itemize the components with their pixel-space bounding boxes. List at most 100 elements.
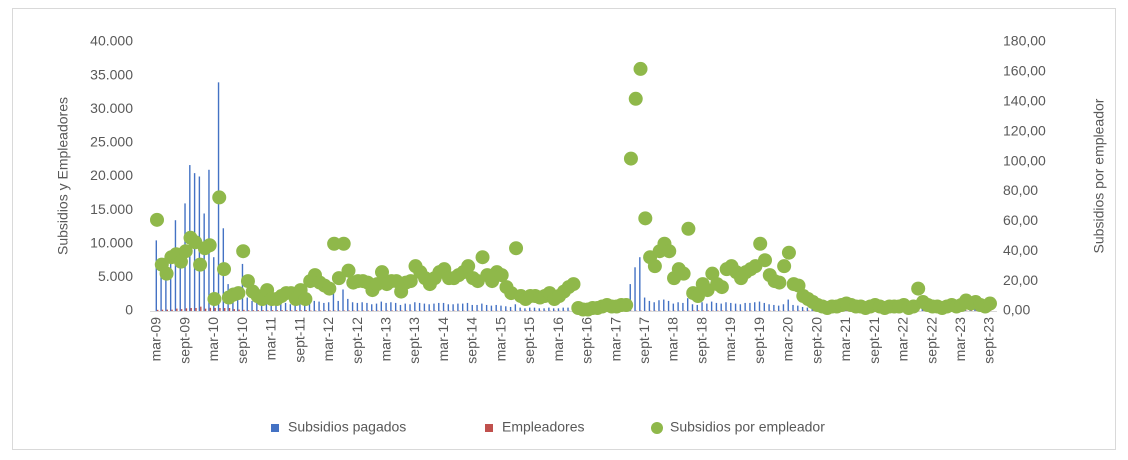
y2-tick-label: 0,00 xyxy=(1003,302,1030,318)
x-tick-label: sept-09 xyxy=(176,317,192,364)
bar xyxy=(707,310,709,311)
x-tick-label: sept-14 xyxy=(464,317,480,364)
bar xyxy=(543,308,545,311)
y-tick-label: 5.000 xyxy=(98,268,133,284)
scatter-point xyxy=(676,266,691,281)
bar xyxy=(332,290,335,311)
bar xyxy=(423,303,426,311)
bar xyxy=(639,257,641,311)
x-tick-label: mar-17 xyxy=(607,317,623,362)
bar xyxy=(739,304,742,311)
bar xyxy=(538,308,540,311)
y2-tick-label: 180,00 xyxy=(1003,33,1046,49)
bar xyxy=(347,298,349,311)
bar xyxy=(701,302,703,311)
x-tick-label: sept-21 xyxy=(866,317,882,364)
bar xyxy=(485,304,488,311)
bar xyxy=(281,310,283,311)
bar xyxy=(777,305,780,311)
bar xyxy=(696,304,698,311)
bar xyxy=(653,302,655,311)
scatter-point xyxy=(236,244,251,259)
scatter-point xyxy=(911,281,926,296)
bar xyxy=(165,277,167,311)
bar xyxy=(697,310,700,311)
x-tick-label: mar-16 xyxy=(550,317,566,362)
bar xyxy=(773,304,775,311)
bar xyxy=(233,309,235,311)
bar xyxy=(267,310,269,311)
bar xyxy=(166,309,168,311)
scatter-point xyxy=(173,254,188,269)
bar xyxy=(213,257,215,311)
bar xyxy=(284,302,287,311)
scatter-point xyxy=(331,271,346,286)
bar xyxy=(308,302,311,311)
bar xyxy=(667,300,670,311)
bar xyxy=(447,304,450,311)
scatter-point xyxy=(757,253,772,268)
bar xyxy=(782,304,785,311)
scatter-point xyxy=(623,151,638,166)
bar xyxy=(236,294,239,311)
bar xyxy=(342,289,344,311)
x-tick-label: mar-12 xyxy=(320,317,336,362)
bar xyxy=(974,308,976,311)
legend-label: Subsidios pagados xyxy=(288,419,406,435)
x-tick-label: sept-20 xyxy=(808,317,824,364)
scatter-point xyxy=(628,91,643,106)
bar xyxy=(390,302,392,311)
bar xyxy=(562,307,564,311)
scatter-point xyxy=(341,263,356,278)
bar xyxy=(246,297,248,311)
scatter-point xyxy=(327,236,342,251)
x-tick-label: mar-20 xyxy=(780,317,796,362)
bar xyxy=(238,309,240,311)
bar xyxy=(276,310,279,311)
bar xyxy=(219,307,221,311)
bar xyxy=(763,302,765,311)
bar xyxy=(294,304,296,311)
bar xyxy=(452,304,454,311)
bar xyxy=(457,303,459,311)
scatter-point xyxy=(633,61,648,76)
scatter-point xyxy=(475,250,490,265)
scatter-point xyxy=(193,257,208,272)
scatter-point xyxy=(566,277,581,292)
scatter-point xyxy=(714,280,729,295)
bar xyxy=(495,304,497,311)
bar xyxy=(672,303,675,311)
bar xyxy=(749,302,751,311)
bar xyxy=(289,304,292,311)
legend-swatch xyxy=(485,424,493,432)
y-tick-label: 20.000 xyxy=(90,167,133,183)
bar xyxy=(228,308,231,311)
bar xyxy=(300,310,303,311)
bar xyxy=(257,310,259,311)
bar xyxy=(693,310,695,311)
bar xyxy=(275,304,277,311)
bar xyxy=(466,302,469,311)
scatter-point xyxy=(217,262,232,277)
bar xyxy=(313,300,315,311)
scatter-point xyxy=(753,236,768,251)
bar xyxy=(663,299,665,311)
scatter-point xyxy=(207,292,222,307)
bar xyxy=(318,301,320,311)
bar xyxy=(792,304,794,311)
bar xyxy=(725,302,727,311)
bar xyxy=(634,267,636,311)
bar xyxy=(797,305,799,311)
bar xyxy=(409,304,411,311)
legend-swatch xyxy=(271,424,279,432)
bar xyxy=(195,308,197,311)
bar xyxy=(715,302,718,311)
bar xyxy=(243,309,245,311)
bar xyxy=(471,304,473,311)
bar xyxy=(271,310,274,311)
bar xyxy=(710,301,713,311)
bar xyxy=(418,302,421,311)
x-tick-label: sept-12 xyxy=(349,317,365,364)
scatter-point xyxy=(375,265,390,280)
bar xyxy=(533,307,536,311)
